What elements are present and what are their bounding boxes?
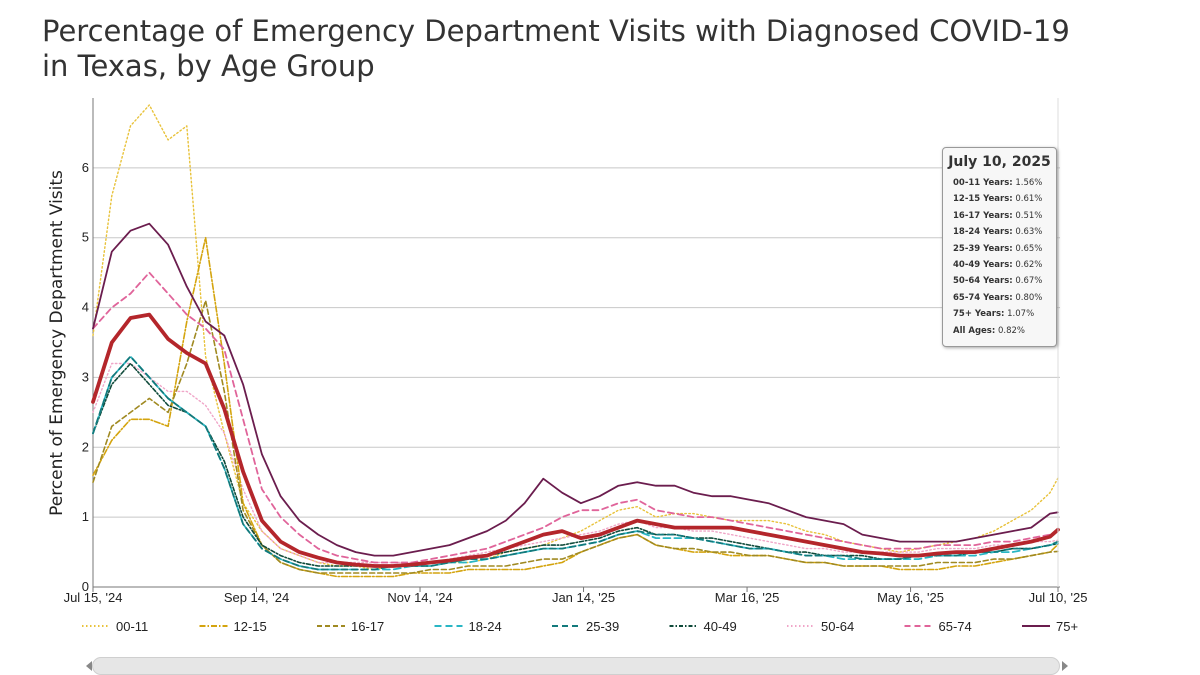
legend-label: 18-24 xyxy=(469,619,502,634)
y-tick-label: 2 xyxy=(82,439,89,454)
legend-item[interactable]: 40-49 xyxy=(669,619,737,634)
tooltip-row-label: All Ages: xyxy=(953,325,996,336)
chart-title-line-2: in Texas, by Age Group xyxy=(42,49,375,83)
x-axis-ticks: Jul 15, '24 Sep 14, '24 Nov 14, '24 Jan 14,… xyxy=(64,587,1088,605)
x-tick-label: Jul 10, '25 xyxy=(1029,590,1088,605)
tooltip-row-value: 0.80% xyxy=(1015,292,1043,303)
y-axis-label: Percent of Emergency Department Visits xyxy=(47,170,67,516)
legend-label: 40-49 xyxy=(704,619,737,634)
legend-label: 25-39 xyxy=(586,619,619,634)
hover-tooltip: July 10, 2025 00-11 Years: 1.56% 12-15 Y… xyxy=(942,147,1057,347)
x-tick-label: Mar 16, '25 xyxy=(715,590,780,605)
legend-label: 65-74 xyxy=(939,619,972,634)
tooltip-row-label: 12-15 Years: xyxy=(953,194,1013,205)
legend-label: 00-11 xyxy=(116,619,148,634)
tooltip-row-value: 0.67% xyxy=(1015,276,1043,287)
x-tick-label: Jul 15, '24 xyxy=(64,590,123,605)
y-tick-label: 3 xyxy=(82,369,89,384)
series-line-65-74[interactable] xyxy=(92,271,1059,564)
tooltip-row: All Ages: 0.82% xyxy=(943,323,1056,339)
tooltip-row: 50-64 Years: 0.67% xyxy=(943,273,1056,289)
legend-item[interactable]: 18-24 xyxy=(434,619,502,634)
y-axis-ticks: 0 1 2 3 4 5 6 xyxy=(82,160,89,594)
range-scrollbar[interactable] xyxy=(86,657,1068,675)
scroll-left-arrow-icon[interactable] xyxy=(86,661,92,671)
tooltip-row-value: 0.63% xyxy=(1015,227,1043,238)
series-line-25-39[interactable] xyxy=(92,355,1059,571)
x-tick-label: Sep 14, '24 xyxy=(224,590,289,605)
tooltip-row-label: 16-17 Years: xyxy=(953,210,1013,221)
legend-label: 75+ xyxy=(1056,619,1078,634)
y-tick-label: 6 xyxy=(82,160,89,175)
gridlines xyxy=(93,167,1060,518)
series-line-50-64[interactable] xyxy=(92,362,1059,564)
legend-label: 50-64 xyxy=(821,619,854,634)
legend-item[interactable]: 25-39 xyxy=(552,619,619,634)
legend-item[interactable]: 00-11 xyxy=(82,619,148,634)
tooltip-row-label: 75+ Years: xyxy=(953,309,1005,320)
legend-item[interactable]: 12-15 xyxy=(199,619,267,634)
tooltip-row-label: 40-49 Years: xyxy=(953,260,1013,271)
tooltip-row: 00-11 Years: 1.56% xyxy=(943,175,1056,191)
tooltip-row-label: 00-11 Years: xyxy=(953,178,1013,188)
tooltip-row-value: 1.56% xyxy=(1015,178,1043,188)
tooltip-row-value: 0.62% xyxy=(1015,260,1043,271)
tooltip-row-label: 65-74 Years: xyxy=(953,292,1013,303)
tooltip-row: 25-39 Years: 0.65% xyxy=(943,241,1056,257)
scrollbar-thumb[interactable] xyxy=(92,657,1060,675)
tooltip-row: 65-74 Years: 0.80% xyxy=(943,290,1056,306)
tooltip-row-label: 25-39 Years: xyxy=(953,243,1013,254)
legend-item[interactable]: 75+ xyxy=(1022,619,1078,634)
series-line-00-11[interactable] xyxy=(92,104,1059,571)
tooltip-row-value: 0.82% xyxy=(997,325,1025,336)
y-tick-label: 5 xyxy=(82,230,89,245)
legend-item[interactable]: 65-74 xyxy=(904,619,972,634)
scroll-right-arrow-icon[interactable] xyxy=(1062,661,1068,671)
series-line-all-ages[interactable] xyxy=(91,312,1060,568)
y-tick-label: 4 xyxy=(82,300,89,315)
x-tick-label: Jan 14, '25 xyxy=(552,590,615,605)
legend-item[interactable]: 16-17 xyxy=(317,619,384,634)
chart-title: Percentage of Emergency Department Visit… xyxy=(42,14,1142,84)
tooltip-row: 16-17 Years: 0.51% xyxy=(943,208,1056,224)
tooltip-row-value: 0.61% xyxy=(1015,194,1043,205)
legend-item[interactable]: 50-64 xyxy=(787,619,854,634)
tooltip-row-value: 1.07% xyxy=(1007,309,1035,320)
tooltip-row: 12-15 Years: 0.61% xyxy=(943,191,1056,207)
series-line-75-[interactable] xyxy=(92,222,1059,557)
tooltip-row: 75+ Years: 1.07% xyxy=(943,306,1056,322)
tooltip-row-label: 50-64 Years: xyxy=(953,276,1013,287)
tooltip-row: 18-24 Years: 0.63% xyxy=(943,224,1056,240)
chart-title-line-1: Percentage of Emergency Department Visit… xyxy=(42,14,1070,48)
legend-label: 12-15 xyxy=(234,619,267,634)
legend-label: 16-17 xyxy=(351,619,384,634)
x-tick-label: May 16, '25 xyxy=(877,590,944,605)
tooltip-row: 40-49 Years: 0.62% xyxy=(943,257,1056,273)
tooltip-row-value: 0.51% xyxy=(1015,210,1043,221)
tooltip-row-value: 0.65% xyxy=(1015,243,1043,254)
series-line-16-17[interactable] xyxy=(92,299,1059,574)
y-tick-label: 1 xyxy=(82,509,89,524)
legend: 00-11 12-15 16-17 18-24 25-39 40-49 50-64 65-74… xyxy=(82,619,1078,634)
data-series xyxy=(91,104,1060,578)
series-line-12-15[interactable] xyxy=(92,236,1059,578)
x-tick-label: Nov 14, '24 xyxy=(387,590,452,605)
tooltip-date: July 10, 2025 xyxy=(948,154,1051,170)
y-tick-label: 0 xyxy=(82,579,89,594)
tooltip-row-label: 18-24 Years: xyxy=(953,227,1013,238)
